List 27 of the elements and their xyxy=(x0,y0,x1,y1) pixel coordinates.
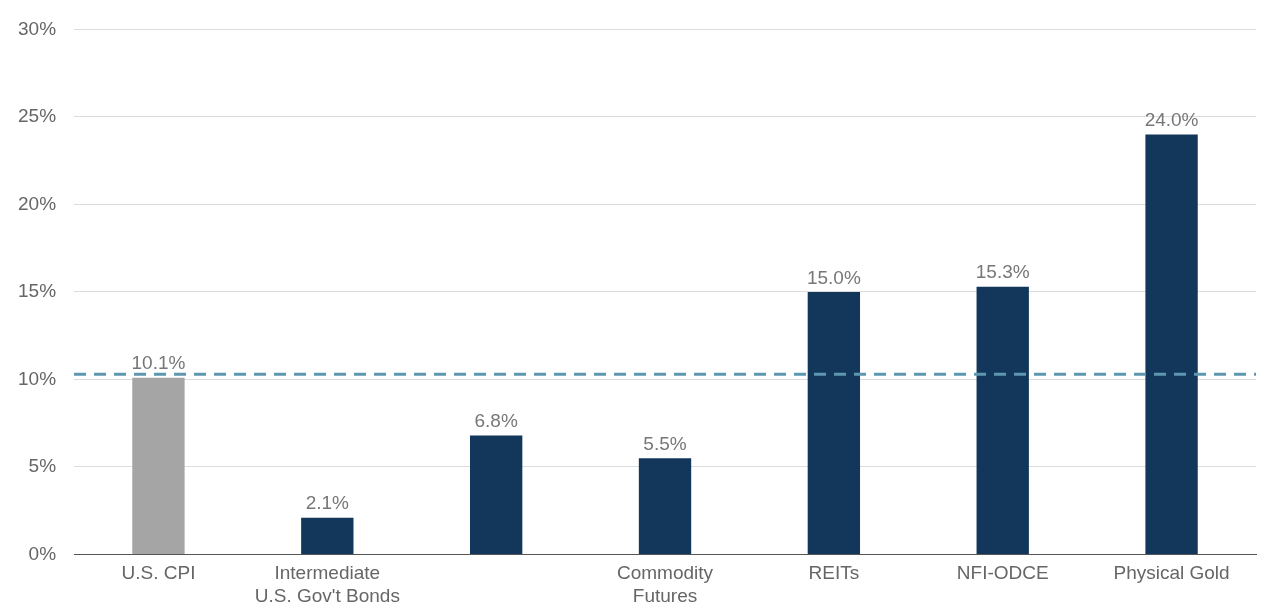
data-label: 15.3% xyxy=(975,261,1030,283)
y-tick-label: 15% xyxy=(18,280,57,302)
data-label: 15.0% xyxy=(806,266,861,288)
y-tick-label: 25% xyxy=(18,105,57,127)
x-tick-label: Physical Gold xyxy=(1113,562,1230,584)
bar xyxy=(301,517,354,554)
data-label: 24.0% xyxy=(1144,109,1199,131)
data-label: 6.8% xyxy=(474,410,518,432)
x-tick-label: REITs xyxy=(808,562,860,584)
y-tick-label: 20% xyxy=(18,192,57,214)
y-tick-label: 5% xyxy=(28,455,57,477)
bar xyxy=(1145,134,1198,554)
data-label: 10.1% xyxy=(131,352,186,374)
x-tick-label: U.S. CPI xyxy=(121,562,196,584)
bar xyxy=(976,286,1029,554)
x-tick-label: NFI-ODCE xyxy=(956,562,1049,584)
bar xyxy=(807,291,861,554)
data-label: 5.5% xyxy=(643,432,687,454)
data-label: 2.1% xyxy=(305,492,350,514)
x-tick-label: Intermediate U.S. Gov't Bonds xyxy=(254,562,400,606)
x-tick-label: Commodity Futures xyxy=(616,562,714,606)
bar xyxy=(638,458,692,554)
y-tick-label: 30% xyxy=(18,17,57,39)
y-tick-label: 0% xyxy=(28,542,57,564)
bar xyxy=(132,377,185,554)
y-tick-label: 10% xyxy=(18,367,57,389)
bar xyxy=(469,435,523,554)
